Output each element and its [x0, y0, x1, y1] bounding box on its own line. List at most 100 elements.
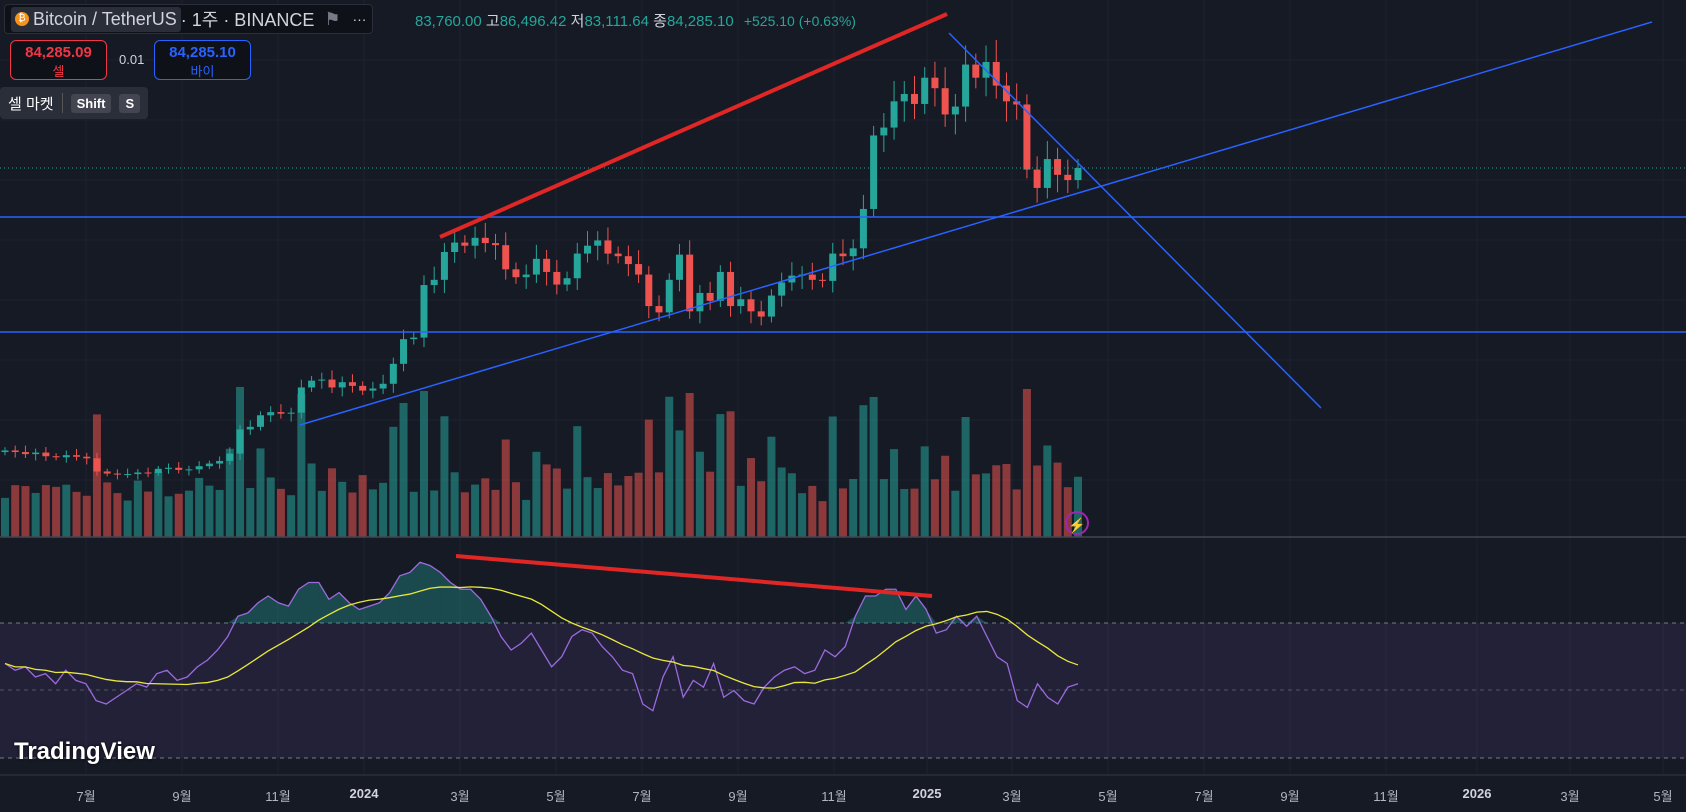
volume-bar — [879, 479, 888, 537]
volume-bar — [164, 496, 173, 537]
volume-bar — [593, 488, 602, 537]
volume-bar — [297, 394, 306, 537]
symbol-name: Bitcoin / TetherUS — [33, 8, 177, 29]
volume-bar — [828, 416, 837, 537]
volume-bar — [706, 471, 715, 537]
time-label: 9월 — [172, 789, 192, 804]
time-label: 9월 — [1280, 789, 1300, 804]
candle-body — [900, 93, 908, 102]
candle-body — [256, 415, 264, 427]
volume-bar — [123, 500, 132, 537]
rsi-overbought-fill — [318, 582, 329, 623]
candle-body — [175, 467, 183, 470]
candle-body — [767, 295, 775, 317]
candle-body — [83, 456, 91, 459]
volume-bar — [144, 491, 153, 537]
candle-body — [645, 274, 653, 307]
time-label: 5월 — [1098, 789, 1118, 804]
candle-body — [757, 311, 765, 317]
volume-bar — [184, 490, 193, 537]
candle-body — [277, 412, 285, 414]
candle-body — [400, 339, 408, 364]
symbol-header[interactable]: ₿ Bitcoin / TetherUS · 1주 · BINANCE ⚑ ··· — [4, 4, 374, 34]
volume-bar — [900, 489, 909, 537]
ascending-trendline[interactable] — [299, 21, 1653, 426]
rsi-overbought-fill — [895, 589, 906, 623]
candle-body — [910, 93, 918, 104]
volume-bar — [757, 481, 766, 537]
candle-body — [430, 279, 438, 286]
candle-body — [553, 271, 561, 285]
tradingview-logo[interactable]: TradingView — [14, 738, 155, 765]
candle-body — [594, 240, 602, 246]
sell-button[interactable]: 84,285.09 셀 — [10, 40, 107, 80]
rsi-overbought-fill — [258, 596, 269, 623]
candle-body — [737, 299, 745, 307]
volume-bar — [246, 487, 255, 537]
volume-bar — [665, 396, 674, 537]
volume-bar — [951, 490, 960, 537]
volume-bar — [256, 448, 265, 537]
rsi-overbought-fill — [865, 596, 876, 623]
time-label: 7월 — [76, 789, 96, 804]
candle-body — [522, 274, 530, 278]
candle-body — [675, 254, 683, 280]
candle-body — [880, 127, 888, 136]
candle-body — [1023, 104, 1031, 170]
candle-body — [931, 77, 939, 89]
volume-bar — [808, 485, 817, 537]
rsi-overbought-fill — [247, 602, 259, 623]
candle-body — [1013, 101, 1021, 105]
candle-body — [972, 64, 980, 78]
candle-body — [665, 279, 673, 313]
time-label: 5월 — [546, 789, 566, 804]
volume-bar — [11, 485, 20, 537]
rsi-overbought-fill — [237, 612, 248, 623]
candle-body — [962, 64, 970, 107]
volume-bar — [961, 417, 970, 537]
volume-bar — [450, 472, 459, 537]
candle-body — [205, 463, 213, 467]
rsi-overbought-fill — [328, 592, 340, 623]
volume-bar — [41, 485, 50, 537]
candle-body — [287, 412, 295, 414]
time-label: 7월 — [632, 789, 652, 804]
volume-bar — [992, 465, 1001, 537]
volume-bar — [685, 393, 694, 537]
buy-button[interactable]: 84,285.10 바이 — [154, 40, 251, 80]
candle-body — [696, 292, 704, 312]
lightning-icon[interactable]: ⚡ — [1065, 511, 1089, 535]
candle-body — [338, 382, 346, 388]
volume-bar — [920, 446, 929, 537]
rsi-divergence-line[interactable] — [455, 554, 933, 598]
volume-bar — [501, 439, 510, 537]
volume-bar — [614, 485, 623, 537]
symbol-button[interactable]: ₿ Bitcoin / TetherUS — [11, 6, 181, 32]
volume-bar — [624, 476, 633, 537]
candle-body — [144, 472, 152, 474]
interval-exchange[interactable]: · 1주 · BINANCE — [180, 10, 315, 30]
candle-body — [951, 106, 959, 115]
volume-bar — [522, 499, 531, 537]
descending-trendline[interactable] — [948, 32, 1322, 409]
candle-body — [1074, 168, 1082, 181]
volume-bar — [1063, 487, 1072, 537]
time-label: 3월 — [1002, 789, 1022, 804]
candle-body — [32, 452, 40, 455]
time-label: 2024 — [349, 786, 379, 801]
candle-body — [440, 252, 448, 280]
candle-body — [727, 271, 735, 307]
red-resistance-trendline[interactable] — [439, 12, 948, 239]
time-label: 5월 — [1653, 789, 1673, 804]
candle-body — [389, 363, 397, 384]
flag-icon[interactable]: ⚑ — [324, 8, 341, 29]
time-label: 11월 — [265, 789, 291, 804]
volume-bar — [716, 414, 725, 537]
time-label: 11월 — [821, 789, 847, 804]
more-button[interactable]: ··· — [352, 11, 367, 27]
volume-bar — [379, 482, 388, 537]
rsi-overbought-fill — [885, 589, 896, 623]
volume-bar — [910, 488, 919, 537]
rsi-overbought-fill — [268, 596, 279, 623]
